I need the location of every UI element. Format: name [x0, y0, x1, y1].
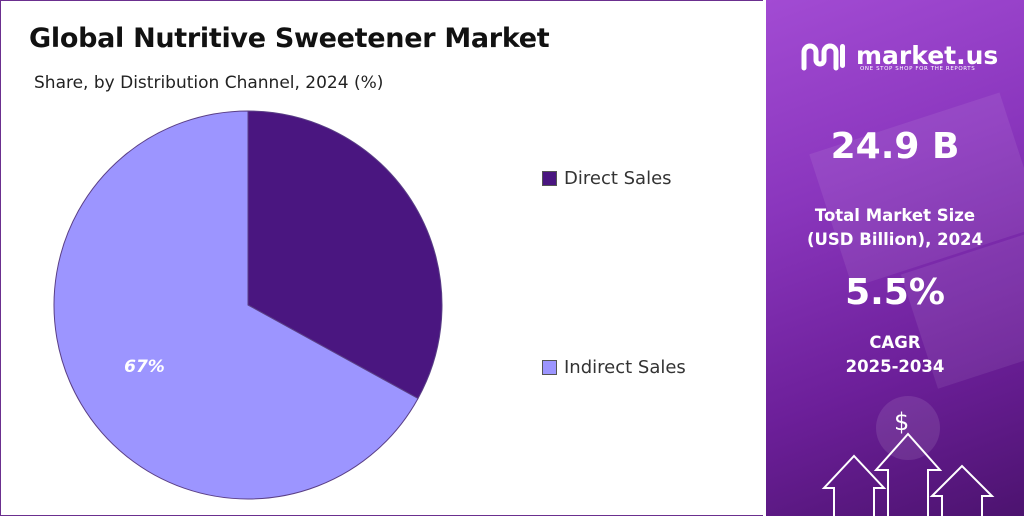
legend-item-indirect-sales: Indirect Sales	[542, 357, 686, 378]
up-arrow-icon	[821, 454, 887, 516]
dollar-circle-decoration	[876, 396, 940, 460]
up-arrow-icon	[873, 432, 943, 516]
pie-slice-indirect-sales	[53, 110, 419, 500]
stats-panel: market.us ONE STOP SHOP FOR THE REPORTS …	[766, 0, 1024, 516]
legend-label-indirect-sales: Indirect Sales	[564, 357, 686, 378]
pie-slice-direct-sales	[247, 110, 443, 400]
pie-chart: 67%	[53, 110, 443, 500]
market-us-logo-icon	[801, 43, 845, 71]
up-arrow-icon	[929, 464, 995, 516]
market-us-logo[interactable]: market.us	[800, 38, 998, 72]
growth-arrows	[821, 432, 995, 516]
legend-label-direct-sales: Direct Sales	[564, 168, 672, 189]
logo-wordmark: market.us	[856, 40, 999, 70]
cagr-value: 5.5%	[845, 272, 945, 313]
market-size-label-line1: Total Market Size	[814, 206, 976, 225]
chart-title: Global Nutritive Sweetener Market	[29, 23, 550, 54]
legend-swatch-indirect-sales	[542, 360, 557, 375]
legend-item-direct-sales: Direct Sales	[542, 168, 672, 189]
cagr-label-line2: 2025-2034	[845, 357, 945, 376]
market-size-value: 24.9 B	[830, 126, 960, 167]
chart-subtitle: Share, by Distribution Channel, 2024 (%)	[34, 73, 384, 93]
panel-divider	[763, 0, 766, 516]
market-size-label-line2: (USD Billion), 2024	[806, 230, 984, 249]
chart-panel: Global Nutritive Sweetener Market Share,…	[1, 1, 763, 515]
legend-swatch-direct-sales	[542, 171, 557, 186]
cagr-label-line1: CAGR	[869, 333, 921, 352]
dollar-icon: $	[894, 408, 910, 436]
logo-tagline: ONE STOP SHOP FOR THE REPORTS	[860, 66, 976, 72]
pie-data-label-indirect-sales: 67%	[124, 357, 165, 377]
